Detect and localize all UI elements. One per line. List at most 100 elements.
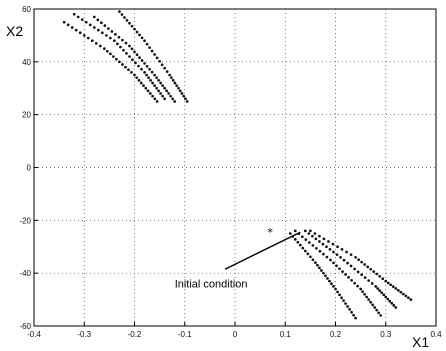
- data-point: [185, 100, 189, 103]
- data-point: [394, 306, 398, 309]
- data-point: [316, 263, 319, 267]
- data-point: [76, 15, 80, 19]
- data-point: [117, 35, 121, 39]
- data-point: [340, 296, 343, 300]
- y-tick-label: 40: [22, 58, 31, 67]
- data-point: [74, 28, 78, 32]
- data-point: [113, 39, 116, 43]
- data-point: [120, 13, 124, 16]
- data-point: [148, 67, 151, 71]
- data-point: [134, 61, 137, 65]
- data-point: [135, 53, 139, 57]
- x-tick-label: -0.4: [27, 330, 41, 339]
- data-point: [155, 76, 158, 80]
- data-point: [123, 16, 126, 19]
- data-point: [128, 44, 131, 48]
- data-point: [160, 63, 164, 67]
- data-point: [82, 34, 86, 37]
- data-point: [62, 20, 66, 24]
- data-point: [330, 282, 333, 286]
- annotation-layer: * Initial condition: [175, 226, 301, 291]
- data-point: [354, 255, 357, 259]
- data-point: [182, 94, 186, 98]
- data-point: [94, 41, 98, 45]
- data-point: [318, 266, 321, 270]
- data-point: [321, 242, 325, 246]
- data-point: [378, 289, 382, 292]
- data-point: [322, 237, 326, 241]
- data-point: [324, 274, 327, 278]
- data-point: [150, 49, 154, 53]
- data-point: [311, 258, 315, 262]
- data-point: [86, 36, 90, 40]
- trajectory-4: [118, 10, 189, 103]
- data-point: [338, 267, 341, 271]
- data-point: [318, 234, 321, 238]
- initial-condition-label: Initial condition: [175, 279, 248, 291]
- x-axis-label: X1: [412, 334, 429, 350]
- data-point: [119, 45, 122, 49]
- data-point: [388, 299, 392, 303]
- x-tick-labels: -0.4 -0.3 -0.2 -0.1 0 0.1 0.2 0.3 0.4: [27, 322, 442, 339]
- data-point: [366, 265, 370, 269]
- data-point: [314, 261, 317, 264]
- data-point: [115, 57, 118, 61]
- data-point: [153, 53, 156, 56]
- data-point: [99, 21, 103, 25]
- data-point: [304, 229, 307, 233]
- data-point: [367, 279, 371, 282]
- y-axis-label: X2: [6, 23, 23, 39]
- trajectory-1: [62, 20, 159, 103]
- data-point: [329, 258, 332, 262]
- data-point: [391, 285, 395, 288]
- data-point: [394, 287, 398, 290]
- y-tick-label: 60: [22, 5, 31, 14]
- data-point: [360, 260, 363, 264]
- data-point: [125, 52, 128, 55]
- data-point: [107, 27, 110, 30]
- data-point: [293, 229, 297, 233]
- data-point: [114, 33, 117, 36]
- data-point: [336, 245, 339, 249]
- y-tick-label: -60: [19, 322, 31, 331]
- data-point: [167, 92, 171, 95]
- data-point: [367, 298, 371, 301]
- data-point: [335, 264, 338, 268]
- data-point: [346, 305, 349, 308]
- data-point: [124, 41, 128, 45]
- data-point: [363, 292, 366, 296]
- data-point: [338, 293, 341, 297]
- y-tick-label: -20: [19, 216, 31, 225]
- data-point: [133, 27, 136, 31]
- data-point: [163, 97, 166, 101]
- data-point: [344, 302, 347, 305]
- data-point: [175, 84, 179, 87]
- data-point: [332, 250, 335, 254]
- y-tick-label: 20: [22, 111, 31, 120]
- data-point: [327, 240, 330, 243]
- data-point: [309, 229, 312, 233]
- data-point: [350, 310, 353, 314]
- data-point: [352, 313, 355, 317]
- data-point: [103, 24, 107, 27]
- data-point: [328, 248, 332, 251]
- data-point: [353, 281, 356, 285]
- data-point: [116, 42, 119, 46]
- data-point: [90, 39, 94, 43]
- data-point: [342, 258, 346, 262]
- data-point: [171, 97, 175, 101]
- data-point: [80, 18, 84, 21]
- x-tick-label: -0.2: [128, 330, 142, 339]
- data-point: [109, 52, 112, 56]
- data-point: [155, 56, 159, 60]
- data-point: [339, 255, 342, 259]
- data-point: [320, 269, 323, 272]
- data-point: [103, 47, 106, 50]
- data-point: [133, 50, 136, 54]
- data-point: [313, 232, 317, 235]
- grid-lines: [34, 9, 436, 326]
- data-point: [349, 264, 353, 268]
- data-point: [121, 63, 124, 66]
- data-point: [346, 261, 349, 265]
